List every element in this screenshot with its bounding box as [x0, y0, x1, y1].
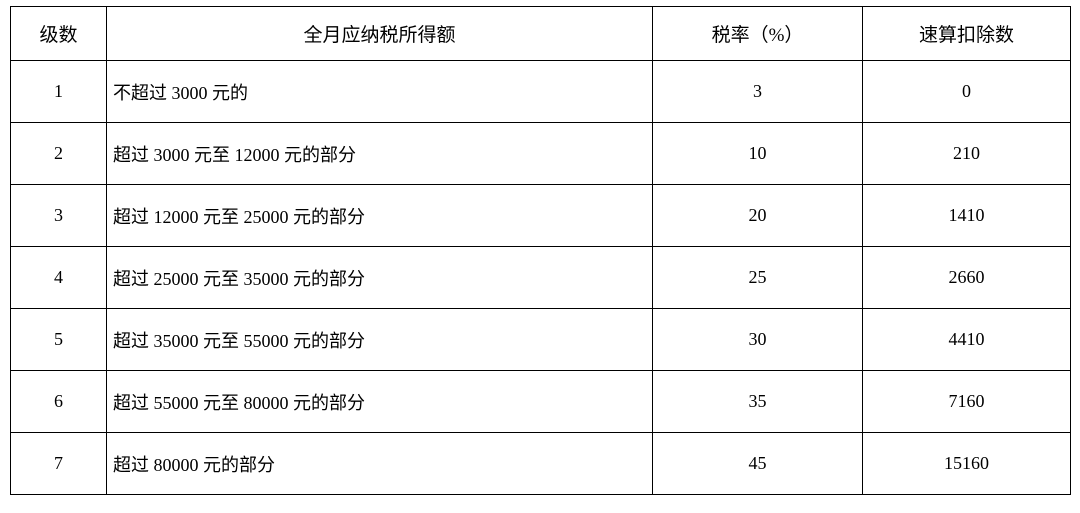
table-row: 6 超过 55000 元至 80000 元的部分 35 7160: [11, 371, 1071, 433]
cell-desc: 超过 35000 元至 55000 元的部分: [107, 309, 653, 371]
cell-rate: 25: [653, 247, 863, 309]
table-row: 4 超过 25000 元至 35000 元的部分 25 2660: [11, 247, 1071, 309]
cell-desc: 超过 25000 元至 35000 元的部分: [107, 247, 653, 309]
cell-level: 4: [11, 247, 107, 309]
cell-level: 6: [11, 371, 107, 433]
cell-deduct: 0: [863, 61, 1071, 123]
col-header-desc: 全月应纳税所得额: [107, 7, 653, 61]
cell-deduct: 7160: [863, 371, 1071, 433]
cell-level: 5: [11, 309, 107, 371]
tax-bracket-table: 级数 全月应纳税所得额 税率（%） 速算扣除数 1 不超过 3000 元的 3 …: [10, 6, 1071, 495]
cell-deduct: 210: [863, 123, 1071, 185]
cell-desc: 超过 80000 元的部分: [107, 433, 653, 495]
col-header-rate: 税率（%）: [653, 7, 863, 61]
cell-deduct: 1410: [863, 185, 1071, 247]
table-row: 1 不超过 3000 元的 3 0: [11, 61, 1071, 123]
cell-rate: 10: [653, 123, 863, 185]
cell-rate: 30: [653, 309, 863, 371]
cell-level: 1: [11, 61, 107, 123]
cell-deduct: 4410: [863, 309, 1071, 371]
cell-rate: 3: [653, 61, 863, 123]
cell-desc: 不超过 3000 元的: [107, 61, 653, 123]
cell-desc: 超过 3000 元至 12000 元的部分: [107, 123, 653, 185]
cell-rate: 45: [653, 433, 863, 495]
table-header-row: 级数 全月应纳税所得额 税率（%） 速算扣除数: [11, 7, 1071, 61]
table-row: 2 超过 3000 元至 12000 元的部分 10 210: [11, 123, 1071, 185]
cell-rate: 35: [653, 371, 863, 433]
col-header-deduct: 速算扣除数: [863, 7, 1071, 61]
cell-level: 3: [11, 185, 107, 247]
cell-level: 2: [11, 123, 107, 185]
table-row: 5 超过 35000 元至 55000 元的部分 30 4410: [11, 309, 1071, 371]
table-row: 3 超过 12000 元至 25000 元的部分 20 1410: [11, 185, 1071, 247]
col-header-level: 级数: [11, 7, 107, 61]
cell-desc: 超过 12000 元至 25000 元的部分: [107, 185, 653, 247]
cell-rate: 20: [653, 185, 863, 247]
cell-level: 7: [11, 433, 107, 495]
cell-deduct: 15160: [863, 433, 1071, 495]
cell-desc: 超过 55000 元至 80000 元的部分: [107, 371, 653, 433]
table-row: 7 超过 80000 元的部分 45 15160: [11, 433, 1071, 495]
cell-deduct: 2660: [863, 247, 1071, 309]
